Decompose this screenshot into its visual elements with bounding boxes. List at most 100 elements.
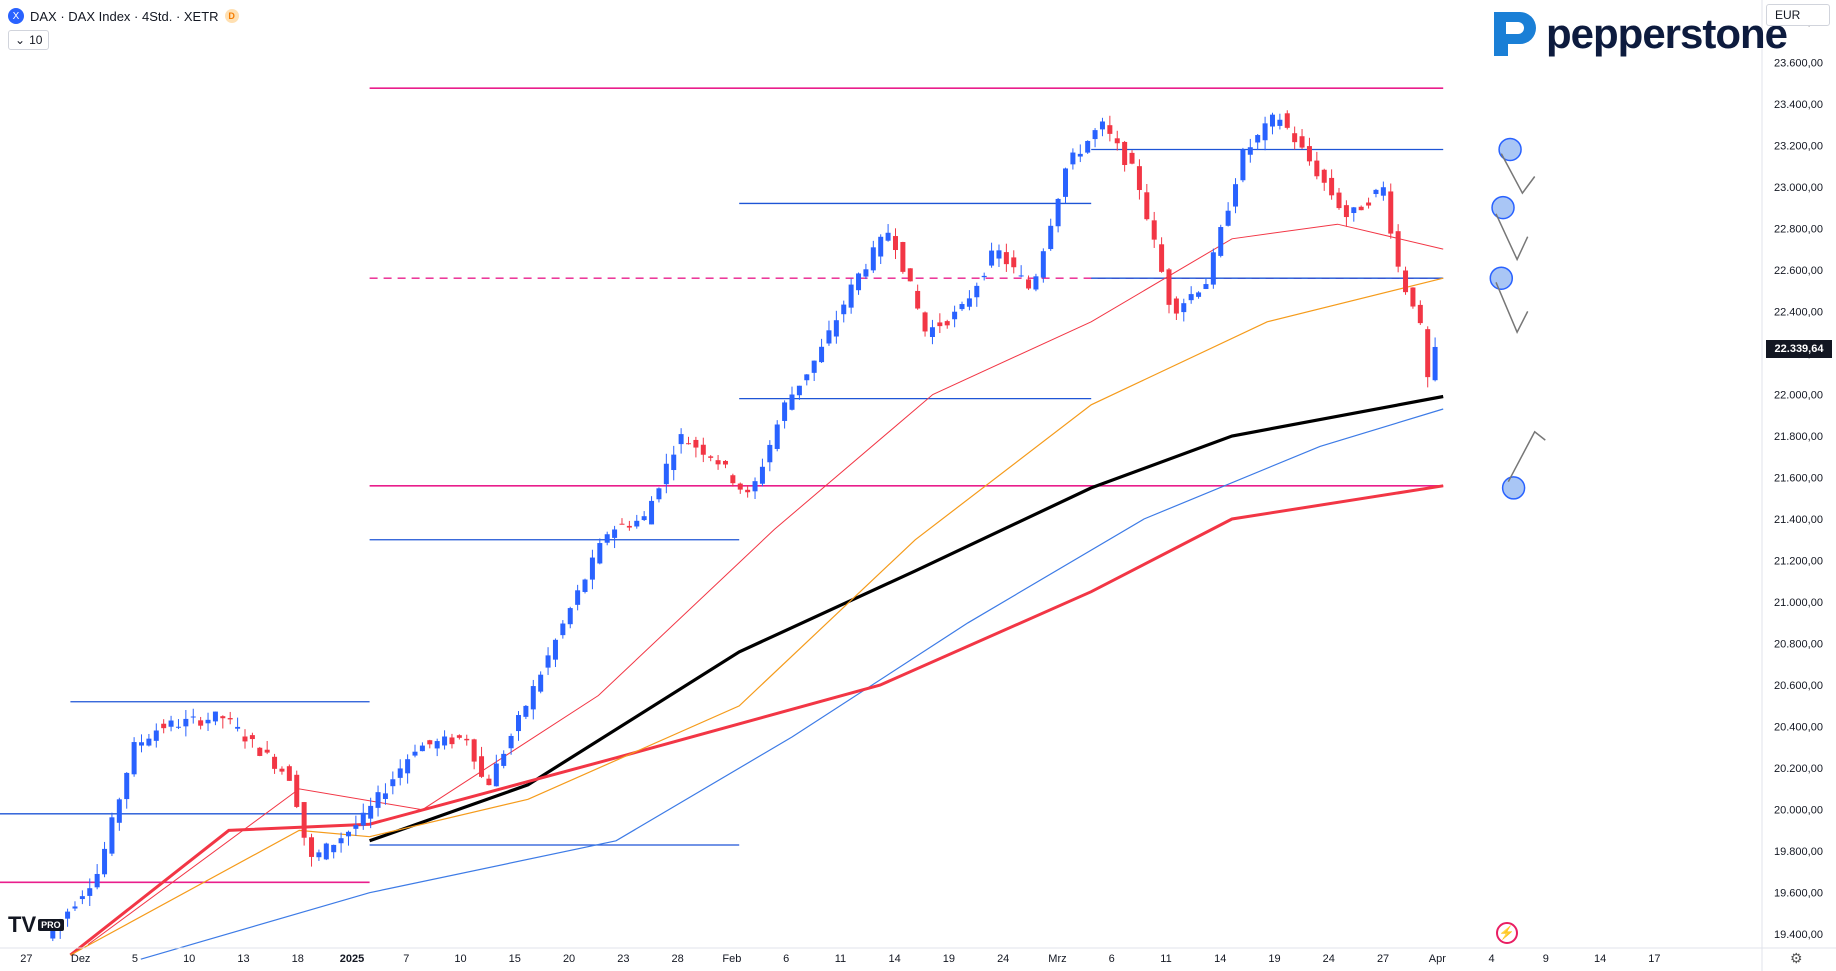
candle-body	[582, 579, 588, 592]
y-tick-label: 20.400,00	[1774, 722, 1823, 734]
candle-body	[286, 766, 292, 781]
pepperstone-icon	[1494, 12, 1536, 56]
candle-body	[1107, 125, 1113, 134]
price-axis[interactable]: 23.800,0023.600,0023.400,0023.200,0023.0…	[1761, 0, 1823, 971]
projection-arrow	[1495, 213, 1529, 262]
candle-body	[124, 772, 130, 800]
candle-body	[442, 736, 448, 746]
x-tick-label: 24	[997, 953, 1009, 965]
candle-body	[878, 236, 884, 257]
candle-body	[597, 543, 603, 564]
candle-body	[1040, 251, 1046, 278]
candle-body	[1233, 184, 1239, 207]
x-tick-label: Feb	[722, 953, 741, 965]
candle-body	[412, 751, 418, 756]
candle-body	[375, 792, 381, 808]
candle-body	[1018, 275, 1024, 277]
candle-body	[116, 799, 122, 823]
candle-body	[856, 273, 862, 291]
gear-icon[interactable]: ⚙	[1790, 950, 1803, 966]
candle-body	[841, 304, 847, 315]
y-tick-label: 23.400,00	[1774, 99, 1823, 111]
candle-body	[1151, 220, 1157, 240]
symbol-title[interactable]: DAX · DAX Index · 4Std. · XETR	[30, 8, 219, 24]
candle-body	[907, 268, 913, 282]
projection-annotations	[1489, 137, 1546, 500]
candle-body	[1336, 192, 1342, 209]
candle-body	[1055, 198, 1061, 227]
candle-body	[175, 726, 181, 728]
x-tick-label: Apr	[1429, 953, 1446, 965]
candle-body	[1299, 136, 1305, 148]
candle-body	[1306, 146, 1312, 162]
candle-body	[959, 304, 965, 310]
candle-body	[1033, 276, 1039, 290]
candle-body	[560, 623, 566, 636]
candle-body	[1410, 287, 1416, 307]
x-tick-label: Dez	[71, 953, 91, 965]
candle-body	[1181, 303, 1187, 313]
y-tick-label: 20.200,00	[1774, 763, 1823, 775]
y-tick-label: 22.800,00	[1774, 223, 1823, 235]
y-tick-label: 21.800,00	[1774, 431, 1823, 443]
candle-body	[796, 385, 802, 396]
x-tick-label: 2025	[340, 953, 364, 965]
x-tick-label: 13	[237, 953, 249, 965]
flash-icon[interactable]: ⚡	[1496, 922, 1518, 944]
candle-body	[1225, 210, 1231, 226]
candle-body	[183, 718, 189, 727]
indicator-toggle[interactable]: ⌄ 10	[8, 30, 50, 50]
candle-body	[915, 290, 921, 309]
candle-body	[745, 489, 751, 493]
candle-body	[50, 928, 56, 939]
candle-body	[1077, 153, 1083, 157]
exchange-icon: X	[8, 8, 24, 24]
candle-body	[900, 242, 906, 272]
candle-body	[153, 730, 159, 741]
candle-body	[1129, 152, 1135, 164]
candle-body	[996, 250, 1002, 259]
currency-selector[interactable]: EUR	[1766, 4, 1830, 26]
tradingview-logo[interactable]: TV PRO	[8, 912, 64, 938]
candle-body	[530, 686, 536, 710]
candle-body	[722, 460, 728, 465]
candle-body	[316, 852, 322, 858]
candle-body	[456, 735, 462, 738]
x-tick-label: 9	[1543, 953, 1549, 965]
brand-name: pepperstone	[1546, 10, 1788, 57]
candle-body	[479, 756, 485, 777]
candle-body	[146, 738, 152, 746]
candle-body	[279, 768, 285, 772]
candles	[50, 110, 1438, 942]
candle-body	[382, 793, 388, 799]
moving-averages	[69, 223, 1444, 960]
candle-body	[1292, 133, 1298, 143]
candle-body	[331, 844, 337, 853]
projection-arrow	[1495, 282, 1529, 334]
candle-body	[368, 805, 374, 819]
candle-body	[1247, 147, 1253, 155]
candle-body	[94, 873, 100, 888]
candle-body	[1026, 279, 1032, 289]
candle-body	[686, 443, 692, 445]
x-tick-label: 19	[943, 953, 955, 965]
candle-body	[102, 848, 108, 875]
candle-body	[198, 720, 204, 726]
x-tick-label: 10	[183, 953, 195, 965]
x-tick-label: 6	[783, 953, 789, 965]
candle-body	[323, 843, 329, 860]
candle-body	[634, 520, 640, 527]
time-axis[interactable]: 27 Dez 5 10 13 18 2025 7 10 15 20 23 28 Feb 6 11 14 19 24 M…	[0, 947, 1836, 965]
candle-body	[1255, 135, 1261, 143]
x-tick-label: 23	[617, 953, 629, 965]
candle-body	[626, 525, 632, 528]
symbol-header[interactable]: X DAX · DAX Index · 4Std. · XETR D	[8, 6, 239, 26]
candle-body	[693, 439, 699, 448]
candle-body	[663, 463, 669, 485]
y-tick-label: 20.000,00	[1774, 805, 1823, 817]
candle-body	[767, 444, 773, 463]
candle-body	[1173, 298, 1179, 314]
candle-body	[1380, 187, 1386, 196]
brand-logo: pepperstone	[1490, 8, 1788, 60]
